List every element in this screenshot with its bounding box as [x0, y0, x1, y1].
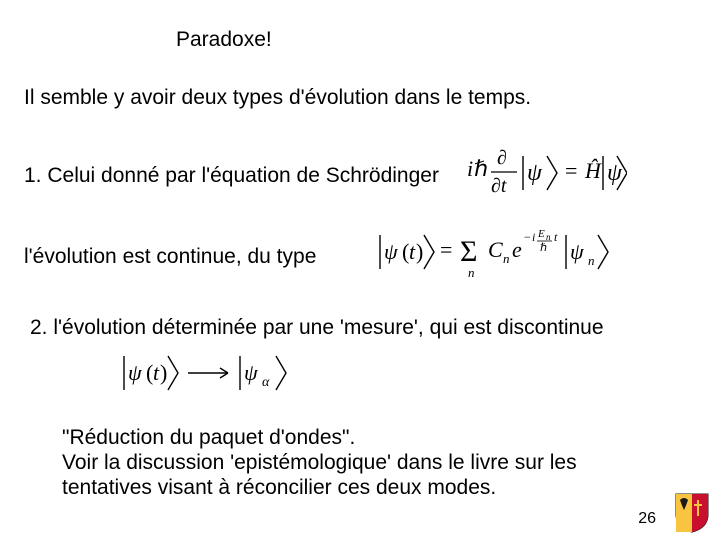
reduction-equation: ψ ( t ) ψ α [120, 350, 696, 401]
svg-text:=: = [440, 237, 452, 262]
svg-text:ψ: ψ [384, 239, 398, 264]
item-1-text: 1. Celui donné par l'équation de Schrödi… [24, 164, 439, 188]
closing-line-1: "Réduction du paquet d'ondes". [62, 425, 696, 450]
item-2-text: 2. l'évolution déterminée par une 'mesur… [30, 316, 696, 340]
item-1-row: 1. Celui donné par l'équation de Schrödi… [24, 146, 696, 205]
closing-line-3: tentatives visant à réconcilier ces deux… [62, 475, 696, 500]
svg-text:n: n [503, 251, 510, 266]
svg-text:ψ: ψ [527, 160, 543, 186]
svg-text:t: t [409, 239, 416, 264]
closing-paragraph: "Réduction du paquet d'ondes". Voir la d… [62, 425, 696, 501]
svg-text:): ) [160, 360, 167, 385]
svg-text:ℏ: ℏ [474, 156, 488, 181]
svg-text:=: = [565, 158, 577, 183]
continuous-row: l'évolution est continue, du type ψ ( t … [24, 225, 696, 288]
svg-text:ψ: ψ [128, 360, 142, 385]
svg-text:n: n [588, 253, 595, 268]
svg-text:ψ: ψ [244, 360, 258, 385]
svg-text:C: C [488, 237, 503, 262]
svg-text:∂t: ∂t [491, 175, 507, 197]
svg-text:ψ: ψ [607, 160, 623, 186]
svg-text:n: n [546, 232, 551, 242]
intro-text: Il semble y avoir deux types d'évolution… [24, 86, 696, 110]
svg-text:E: E [537, 228, 545, 240]
svg-text:i: i [467, 156, 473, 181]
svg-text:e: e [512, 237, 522, 262]
svg-text:t: t [153, 360, 160, 385]
svg-text:−: − [524, 230, 531, 244]
page-number: 26 [638, 510, 656, 528]
svg-text:t: t [554, 230, 558, 244]
geneva-logo-icon [670, 490, 714, 534]
svg-text:i: i [532, 230, 535, 244]
svg-text:Ĥ: Ĥ [584, 158, 602, 183]
svg-text:∂: ∂ [497, 147, 507, 169]
svg-text:): ) [416, 239, 423, 264]
slide-title: Paradoxe! [176, 28, 696, 52]
slide-container: Paradoxe! Il semble y avoir deux types d… [0, 0, 720, 540]
continuous-text: l'évolution est continue, du type [24, 245, 316, 269]
schrodinger-equation: i ℏ ∂ ∂t ψ = Ĥ ψ [467, 146, 627, 205]
svg-text:Σ: Σ [460, 235, 477, 268]
svg-text:ℏ: ℏ [540, 242, 547, 254]
svg-text:n: n [468, 265, 475, 280]
superposition-equation: ψ ( t ) = Σ n C n e − i [376, 225, 616, 288]
closing-line-2: Voir la discussion 'epistémologique' dan… [62, 450, 696, 475]
svg-text:ψ: ψ [570, 239, 584, 264]
svg-text:α: α [262, 375, 270, 390]
